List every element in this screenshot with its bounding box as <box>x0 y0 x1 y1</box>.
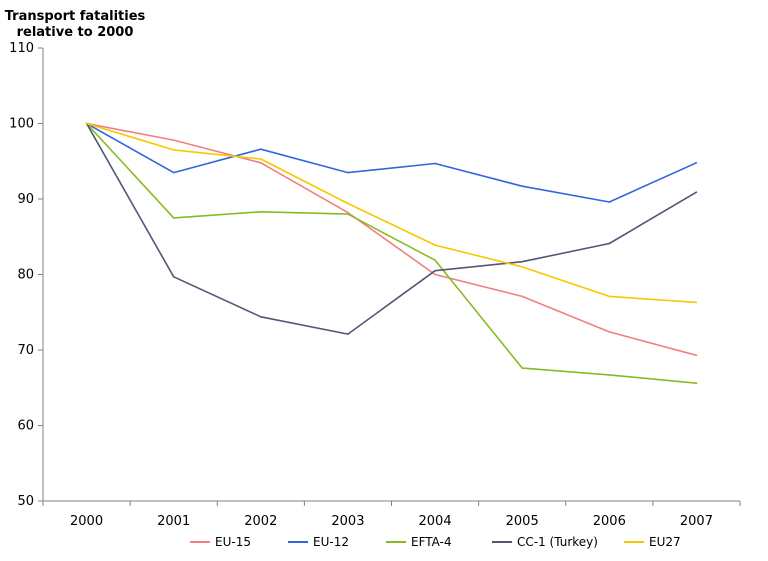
data-point-eu-12 <box>434 162 436 165</box>
data-point-eu27 <box>608 295 611 298</box>
series-line-eu-15 <box>86 122 697 357</box>
data-point-eu-12 <box>608 201 611 203</box>
series-line-efta-4 <box>86 122 697 384</box>
data-point-efta-4 <box>347 213 349 215</box>
y-tick-label: 50 <box>17 494 34 509</box>
data-point-eu27 <box>521 266 523 268</box>
y-tick-label: 110 <box>9 41 34 56</box>
y-tick-label: 70 <box>17 343 34 358</box>
legend-item-eu-12: EU-12 <box>288 535 349 549</box>
y-axis-label-line-2: relative to 2000 <box>17 25 134 40</box>
data-point-eu-15 <box>347 211 349 214</box>
data-point-eu27 <box>347 202 349 205</box>
x-tick-label: 2003 <box>331 514 364 529</box>
legend-label: EU-15 <box>215 535 251 549</box>
x-tick-label: 2006 <box>593 514 626 529</box>
axes: 50 60 70 80 90 100 110 2000 2001 2002 2003 2004 2005… <box>9 41 741 529</box>
data-point-eu-15 <box>695 354 698 357</box>
data-point-cc-1-turkey <box>521 260 523 263</box>
y-tick-label: 80 <box>17 268 34 283</box>
series-line-cc-1-turkey <box>85 123 697 335</box>
data-point-efta-4 <box>521 367 523 369</box>
x-tick-label: 2007 <box>680 514 713 529</box>
data-point-eu-12 <box>260 148 262 150</box>
legend-item-eu-15: EU-15 <box>190 535 251 549</box>
y-tick-label: 100 <box>9 117 34 132</box>
data-point-eu27 <box>434 244 436 246</box>
data-point-eu-12 <box>172 171 175 174</box>
data-point-efta-4 <box>172 217 175 219</box>
data-point-eu-15 <box>172 139 175 141</box>
data-point-eu-12 <box>521 185 523 187</box>
y-tick-label: 60 <box>17 419 34 434</box>
x-tick-label: 2005 <box>506 514 539 529</box>
data-point-eu27 <box>85 122 88 125</box>
data-point-eu-15 <box>521 295 523 298</box>
legend-item-efta-4: EFTA-4 <box>386 535 452 549</box>
data-point-efta-4 <box>434 259 436 261</box>
legend-item-eu27: EU27 <box>624 535 681 549</box>
series-line-eu27 <box>86 122 697 304</box>
data-point-eu-15 <box>434 273 436 276</box>
data-point-cc-1-turkey <box>434 269 436 272</box>
data-point-eu27 <box>260 158 262 160</box>
y-tick-label: 90 <box>17 192 34 207</box>
data-point-eu27 <box>695 301 698 304</box>
data-point-eu-15 <box>260 161 262 164</box>
series-layer <box>85 122 698 385</box>
data-point-cc-1-turkey <box>608 242 611 245</box>
x-tick-label: 2001 <box>157 514 190 529</box>
x-tick-label: 2000 <box>70 514 103 529</box>
data-point-cc-1-turkey <box>172 275 175 278</box>
data-point-eu-12 <box>347 171 349 174</box>
legend-item-cc-1-turkey: CC-1 (Turkey) <box>492 535 598 549</box>
series-line-eu-12 <box>86 122 697 203</box>
legend: EU-15 EU-12 EFTA-4 CC-1 (Turkey) EU27 <box>190 535 681 549</box>
legend-label: EU-12 <box>313 535 349 549</box>
data-point-cc-1-turkey <box>695 191 698 194</box>
data-point-cc-1-turkey <box>347 333 349 335</box>
legend-label: EU27 <box>649 535 681 549</box>
legend-label: CC-1 (Turkey) <box>517 535 598 549</box>
data-point-efta-4 <box>695 382 698 385</box>
x-tick-label: 2002 <box>244 514 277 529</box>
x-tick-label: 2004 <box>419 514 452 529</box>
data-point-eu-15 <box>608 331 611 333</box>
legend-label: EFTA-4 <box>411 535 452 549</box>
y-axis-label-line-1: Transport fatalities <box>5 9 146 24</box>
data-point-eu27 <box>172 149 175 151</box>
data-point-efta-4 <box>260 211 262 213</box>
data-point-efta-4 <box>608 374 611 376</box>
data-point-cc-1-turkey <box>260 315 262 318</box>
data-point-eu-12 <box>695 161 698 164</box>
